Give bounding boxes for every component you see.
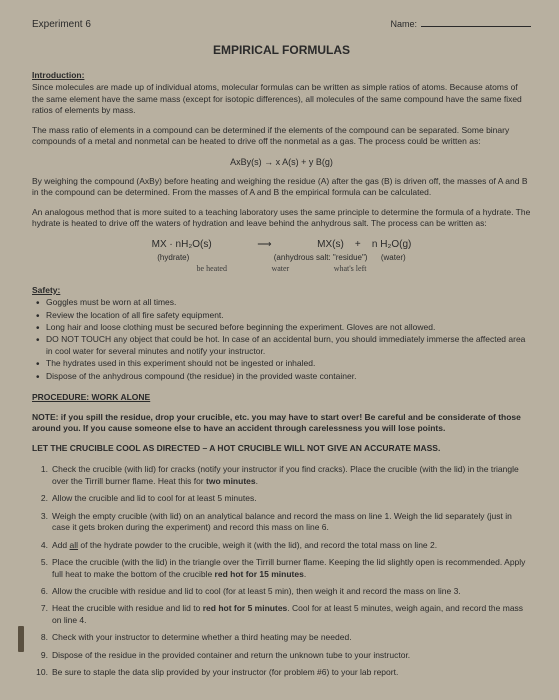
note-text: NOTE: if you spill the residue, drop you… [32, 412, 521, 433]
intro-heading: Introduction: [32, 70, 531, 81]
cool-warning: LET THE CRUCIBLE COOL AS DIRECTED – A HO… [32, 443, 531, 454]
experiment-label: Experiment 6 [32, 18, 91, 32]
step: Allow the crucible with residue and lid … [32, 586, 531, 597]
binary-formula: AxBy(s) → x A(s) + y B(g) [32, 156, 531, 168]
eq-right: n H₂O(g) [372, 239, 411, 250]
intro-p1: Since molecules are made up of individua… [32, 82, 531, 116]
step: Be sure to staple the data slip provided… [32, 667, 531, 678]
handwriting: water [271, 264, 289, 273]
handwriting: be heated [197, 264, 227, 273]
eq-sub-left: (hydrate) [157, 253, 189, 262]
safety-item: Review the location of all fire safety e… [32, 310, 531, 321]
handwriting: what's left [334, 264, 367, 273]
safety-item: Long hair and loose clothing must be sec… [32, 322, 531, 333]
eq-mid: MX(s) [317, 239, 344, 250]
safety-item: The hydrates used in this experiment sho… [32, 358, 531, 369]
safety-list: Goggles must be worn at all times. Revie… [32, 297, 531, 382]
step: Allow the crucible and lid to cool for a… [32, 493, 531, 504]
procedure-note: NOTE: if you spill the residue, drop you… [32, 412, 531, 435]
eq-sub-right: (water) [381, 253, 406, 262]
step: Place the crucible (with the lid) in the… [32, 557, 531, 580]
intro-p3: By weighing the compound (AxBy) before h… [32, 176, 531, 199]
hydrate-equation: MX · nH₂O(s) ⟶ MX(s) + n H₂O(g) (hydrate… [32, 238, 531, 275]
eq-arrow: ⟶ [257, 239, 271, 250]
name-field: Name: [390, 18, 531, 32]
name-label: Name: [390, 19, 417, 29]
intro-p4: An analogous method that is more suited … [32, 207, 531, 230]
step: Heat the crucible with residue and lid t… [32, 603, 531, 626]
header: Experiment 6 Name: [32, 18, 531, 32]
page-title: EMPIRICAL FORMULAS [32, 42, 531, 58]
procedure-heading: PROCEDURE: WORK ALONE [32, 392, 531, 403]
eq-sub-mid: (anhydrous salt: "residue") [274, 253, 368, 262]
step: Dispose of the residue in the provided c… [32, 650, 531, 661]
step: Add all of the hydrate powder to the cru… [32, 540, 531, 551]
safety-item: Dispose of the anhydrous compound (the r… [32, 371, 531, 382]
step: Check with your instructor to determine … [32, 632, 531, 643]
step: Weigh the empty crucible (with lid) on a… [32, 511, 531, 534]
safety-item: Goggles must be worn at all times. [32, 297, 531, 308]
warn-text: LET THE CRUCIBLE COOL AS DIRECTED – A HO… [32, 443, 440, 453]
eq-left: MX · nH₂O(s) [152, 239, 212, 250]
procedure-steps: Check the crucible (with lid) for cracks… [32, 464, 531, 679]
staple-mark [18, 626, 24, 652]
safety-item: DO NOT TOUCH any object that could be ho… [32, 334, 531, 357]
step: Check the crucible (with lid) for cracks… [32, 464, 531, 487]
eq-plus: + [355, 239, 361, 250]
safety-heading: Safety: [32, 285, 531, 296]
intro-p2: The mass ratio of elements in a compound… [32, 125, 531, 148]
